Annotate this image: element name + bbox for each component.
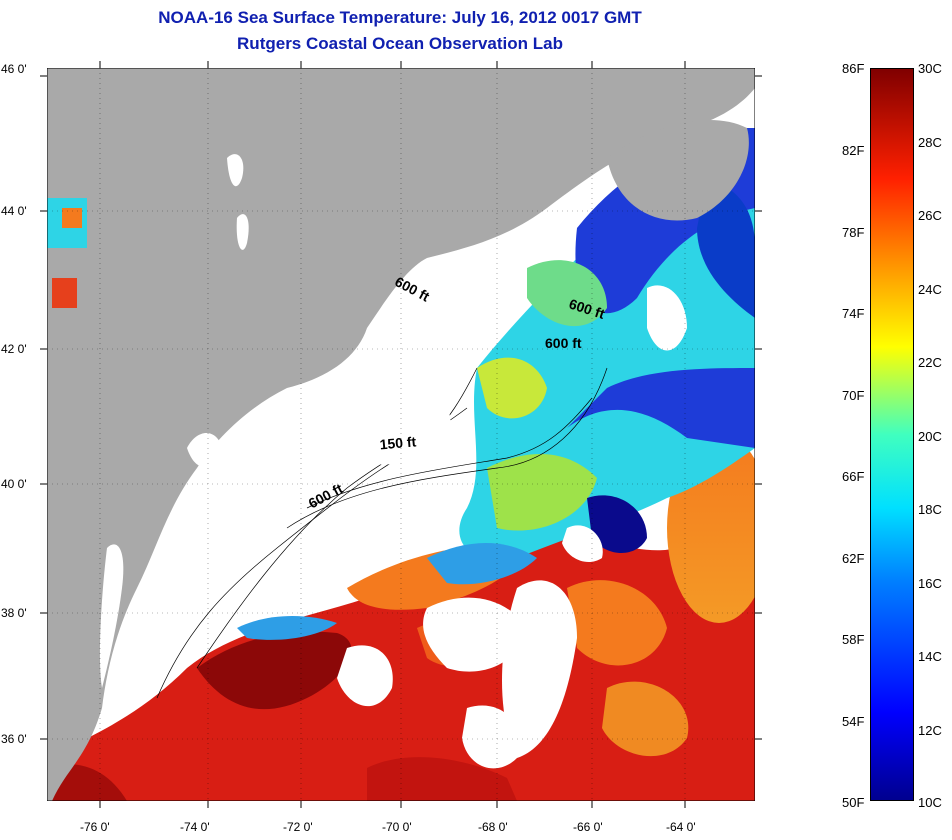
colorbar-c-label: 22C (918, 355, 942, 370)
hot-core (197, 631, 352, 710)
colorbar-f-label: 62F (842, 551, 865, 566)
lat-label: 36 0' (1, 732, 27, 746)
colorbar-c-label: 20C (918, 429, 942, 444)
colorbar-c-label: 30C (918, 61, 942, 76)
colorbar-c-label: 28C (918, 135, 942, 150)
colorbar-c-label: 12C (918, 723, 942, 738)
lon-label: -74 0' (180, 820, 210, 834)
colorbar-f-label: 50F (842, 795, 865, 810)
lon-label: -70 0' (382, 820, 412, 834)
land-region (47, 68, 755, 801)
lat-label: 46 0' (1, 62, 27, 76)
colorbar-c-label: 26C (918, 208, 942, 223)
map-subtitle: Rutgers Coastal Ocean Observation Lab (237, 34, 563, 53)
lat-label: 42 0' (1, 342, 27, 356)
warm-water-region (47, 508, 755, 801)
colorbar-c-label: 14C (918, 649, 942, 664)
lat-label: 38 0' (1, 606, 27, 620)
sst-map: 600 ft 600 ft 600 ft 150 ft 600 ft (47, 68, 755, 801)
colorbar-f-label: 70F (842, 388, 865, 403)
colorbar-c-label: 24C (918, 282, 942, 297)
lon-label: -68 0' (478, 820, 508, 834)
lon-label: -76 0' (80, 820, 110, 834)
lon-label: -66 0' (573, 820, 603, 834)
colorbar-c-label: 10C (918, 795, 942, 810)
contour-label-150ft: 150 ft (379, 433, 417, 452)
contour-label-600ft-east: 600 ft (545, 335, 582, 351)
temperature-colorbar (870, 68, 914, 801)
lat-label: 40 0' (1, 477, 27, 491)
colorbar-c-label: 18C (918, 502, 942, 517)
colorbar-f-label: 66F (842, 469, 865, 484)
lat-label: 44 0' (1, 204, 27, 218)
colorbar-c-label: 16C (918, 576, 942, 591)
colorbar-f-label: 54F (842, 714, 865, 729)
colorbar-f-label: 74F (842, 306, 865, 321)
map-title: NOAA-16 Sea Surface Temperature: July 16… (158, 8, 642, 27)
lon-label: -72 0' (283, 820, 313, 834)
colorbar-f-label: 58F (842, 632, 865, 647)
colorbar-f-label: 82F (842, 143, 865, 158)
lon-label: -64 0' (666, 820, 696, 834)
colorbar-f-label: 78F (842, 225, 865, 240)
colorbar-f-label: 86F (842, 61, 865, 76)
